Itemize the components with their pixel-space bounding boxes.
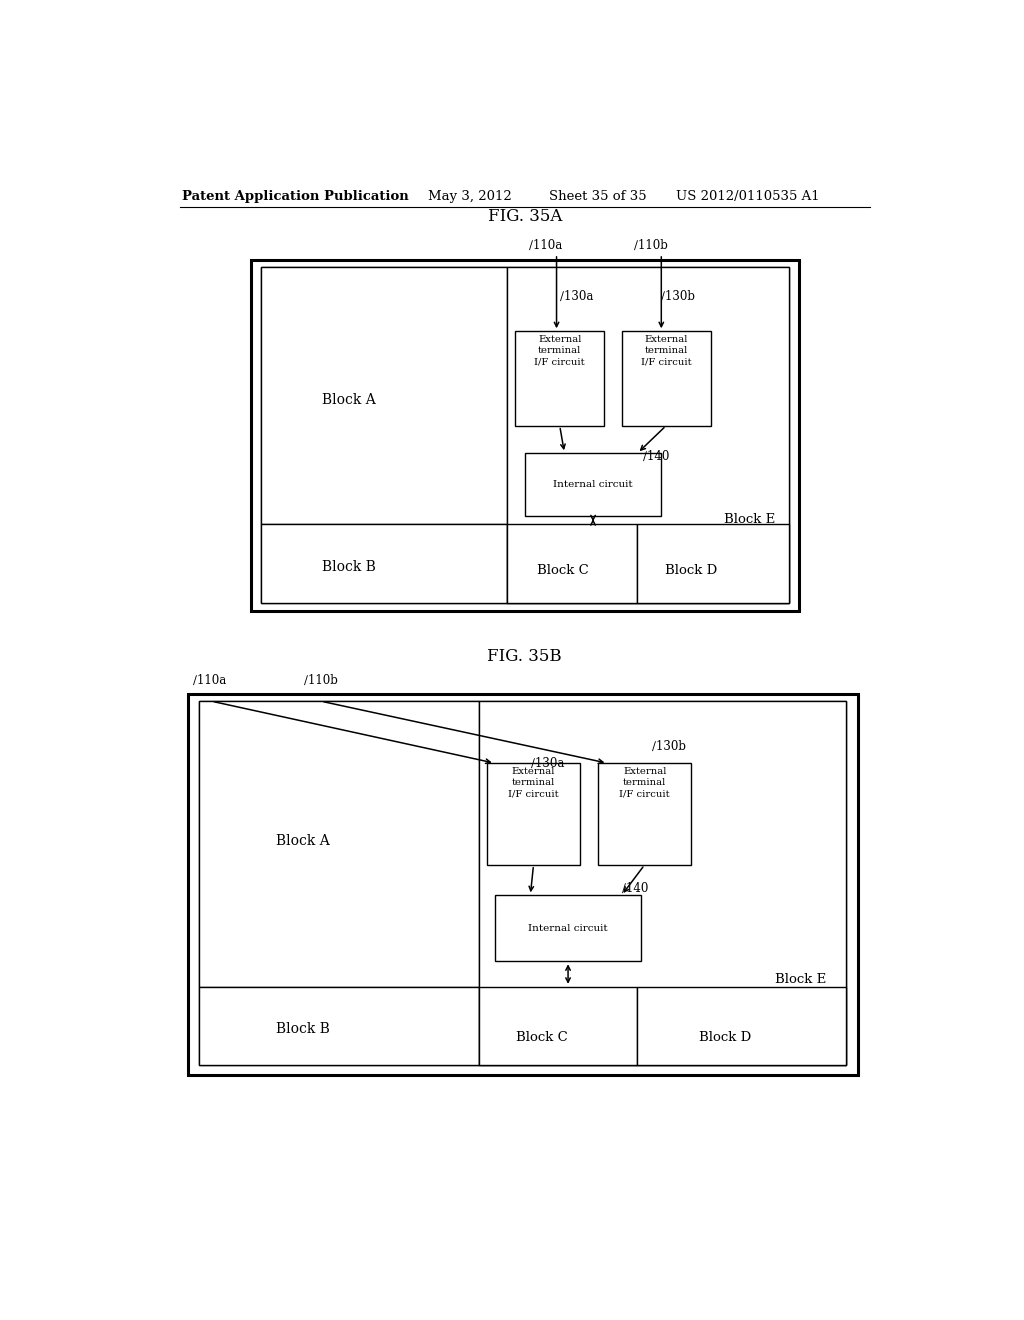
Text: Block A: Block A [322, 393, 376, 408]
Bar [622, 331, 711, 426]
Text: FIG. 35B: FIG. 35B [487, 648, 562, 664]
Text: ∕110a: ∕110a [528, 239, 562, 252]
Text: ∕130a: ∕130a [531, 758, 564, 771]
Text: Internal circuit: Internal circuit [528, 924, 608, 933]
Text: ∕110b: ∕110b [304, 675, 338, 686]
Bar [479, 701, 846, 1065]
Text: Block E: Block E [724, 512, 775, 525]
Text: External
terminal
I/F circuit: External terminal I/F circuit [641, 335, 691, 367]
Text: Block C: Block C [537, 564, 589, 577]
Text: ∕140: ∕140 [643, 450, 670, 463]
Text: Block B: Block B [322, 560, 376, 574]
Bar [251, 260, 799, 611]
Bar [507, 524, 637, 602]
Bar [261, 267, 790, 602]
Text: ∕110b: ∕110b [634, 239, 669, 252]
Bar [261, 267, 507, 524]
Bar [187, 694, 858, 1076]
Bar [486, 763, 581, 865]
Bar [638, 987, 846, 1065]
Bar [200, 987, 479, 1065]
Text: Block C: Block C [516, 1031, 568, 1044]
Text: May 3, 2012: May 3, 2012 [428, 190, 512, 202]
Text: Block D: Block D [666, 564, 718, 577]
Text: Block B: Block B [275, 1023, 330, 1036]
Bar [200, 701, 846, 1065]
Text: Block A: Block A [275, 834, 330, 849]
Bar [524, 453, 662, 516]
Text: External
terminal
I/F circuit: External terminal I/F circuit [508, 767, 559, 799]
Bar [200, 701, 479, 987]
Text: Block E: Block E [775, 973, 826, 986]
Text: External
terminal
I/F circuit: External terminal I/F circuit [620, 767, 670, 799]
Text: US 2012/0110535 A1: US 2012/0110535 A1 [676, 190, 819, 202]
Bar [495, 895, 641, 961]
Text: ∕140: ∕140 [622, 882, 648, 895]
Bar [515, 331, 604, 426]
Text: FIG. 35A: FIG. 35A [487, 209, 562, 226]
Text: Patent Application Publication: Patent Application Publication [182, 190, 409, 202]
Bar [637, 524, 790, 602]
Text: ∕110a: ∕110a [194, 675, 226, 686]
Text: ∕130b: ∕130b [662, 289, 695, 302]
Text: Sheet 35 of 35: Sheet 35 of 35 [549, 190, 646, 202]
Text: ∕130a: ∕130a [560, 289, 593, 302]
Text: External
terminal
I/F circuit: External terminal I/F circuit [535, 335, 585, 367]
Bar [261, 524, 507, 602]
Bar [507, 267, 790, 602]
Bar [479, 987, 638, 1065]
Bar [598, 763, 691, 865]
Text: ∕130b: ∕130b [652, 741, 686, 752]
Text: Internal circuit: Internal circuit [553, 480, 633, 490]
Text: Block D: Block D [698, 1031, 751, 1044]
